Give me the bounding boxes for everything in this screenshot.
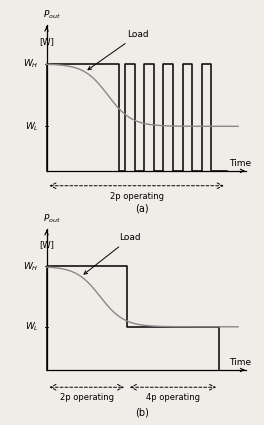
Text: [W]: [W] [39,241,54,249]
Text: $P_{out}$: $P_{out}$ [43,212,61,225]
Text: $P_{out}$: $P_{out}$ [43,8,61,21]
Text: Time: Time [229,159,252,168]
Text: 2p operating: 2p operating [60,393,114,402]
Text: 4p operating: 4p operating [146,393,200,402]
Text: 2p operating: 2p operating [110,192,164,201]
Text: Load: Load [84,233,141,274]
Text: $W_H$: $W_H$ [23,58,39,70]
Text: [W]: [W] [39,37,54,46]
Text: $W_L$: $W_L$ [25,320,39,333]
Text: (b): (b) [135,408,149,417]
Text: $W_H$: $W_H$ [23,260,39,272]
Text: (a): (a) [135,204,149,214]
Text: Load: Load [88,30,149,70]
Text: Time: Time [229,358,252,367]
Text: $W_L$: $W_L$ [25,120,39,133]
